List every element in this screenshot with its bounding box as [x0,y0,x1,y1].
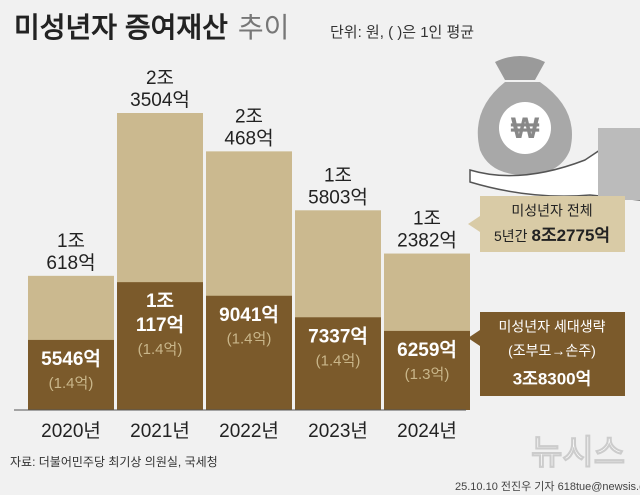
value-label: 5546억 [41,348,101,370]
value-label: 117억 [136,314,184,336]
svg-text:₩: ₩ [511,112,540,145]
per-person-label: (1.4억) [316,352,361,369]
per-person-label: (1.4억) [138,341,183,358]
value-label: 1조 [57,231,85,252]
value-label: 1조 [413,209,441,230]
title-suffix: 추이 [238,12,290,43]
value-label: 1조 [146,291,174,312]
chart-title: 미성년자 증여재산 추이 [14,12,289,43]
x-tick-label: 2022년 [219,420,279,442]
x-tick-label: 2024년 [397,420,457,442]
bar-skip [384,330,470,410]
bar-skip [295,317,381,410]
value-label: 2382억 [397,230,457,252]
value-label: 468억 [224,127,273,149]
logo: 뉴시스 [531,434,625,472]
money-icon: ₩ [469,56,640,201]
callout-amount: 8조2775억 [531,226,610,245]
value-label: 2조 [146,68,174,89]
per-person-label: (1.4억) [227,331,272,348]
subtitle: 단위: 원, ( )은 1인 평균 [330,24,474,41]
value-label: 6259억 [397,339,457,361]
callout-note: (조부모→손주) [508,343,596,359]
credit: 25.10.10 전진우 기자 618tue@newsis.com [455,480,640,493]
value-label: 5803억 [308,186,368,208]
x-tick-label: 2020년 [41,420,101,442]
callout-title: 미성년자 세대생략 [499,319,606,335]
per-person-label: (1.4억) [49,375,94,392]
callout-value: 5년간 8조2775억 [494,226,610,245]
value-label: 3504억 [130,89,190,111]
value-label: 618억 [46,252,95,274]
title-main: 미성년자 증여재산 [14,12,228,43]
callout-total: 미성년자 전체 5년간 8조2775억 [468,196,625,252]
x-tick-label: 2021년 [130,420,190,442]
per-person-label: (1.3억) [405,366,450,383]
callout-title: 미성년자 전체 [511,203,592,219]
source: 자료: 더불어민주당 최기상 의원실, 국세청 [10,455,218,469]
bar-skip [206,295,292,410]
value-label: 9041억 [219,304,279,326]
callout-amount: 3조8300억 [513,369,592,388]
bar-skip [117,282,203,410]
value-label: 2조 [235,106,263,127]
callout-skip: 미성년자 세대생략 (조부모→손주) 3조8300억 [468,312,625,396]
callout-prefix: 5년간 [494,228,528,244]
value-label: 1조 [324,165,352,186]
x-tick-label: 2023년 [308,420,368,442]
bar-skip [28,339,114,410]
value-label: 7337억 [308,325,368,347]
